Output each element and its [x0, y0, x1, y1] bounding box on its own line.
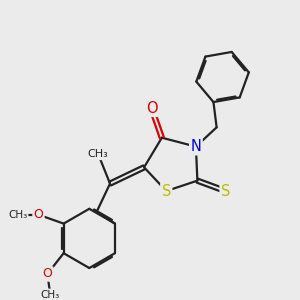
Text: CH₃: CH₃ — [41, 290, 60, 300]
Text: O: O — [42, 267, 52, 280]
Text: O: O — [34, 208, 44, 221]
Text: S: S — [162, 184, 171, 199]
Text: S: S — [221, 184, 230, 199]
Text: CH₃: CH₃ — [88, 149, 109, 159]
Text: CH₃: CH₃ — [8, 210, 27, 220]
Text: O: O — [146, 100, 157, 116]
Text: N: N — [190, 139, 201, 154]
